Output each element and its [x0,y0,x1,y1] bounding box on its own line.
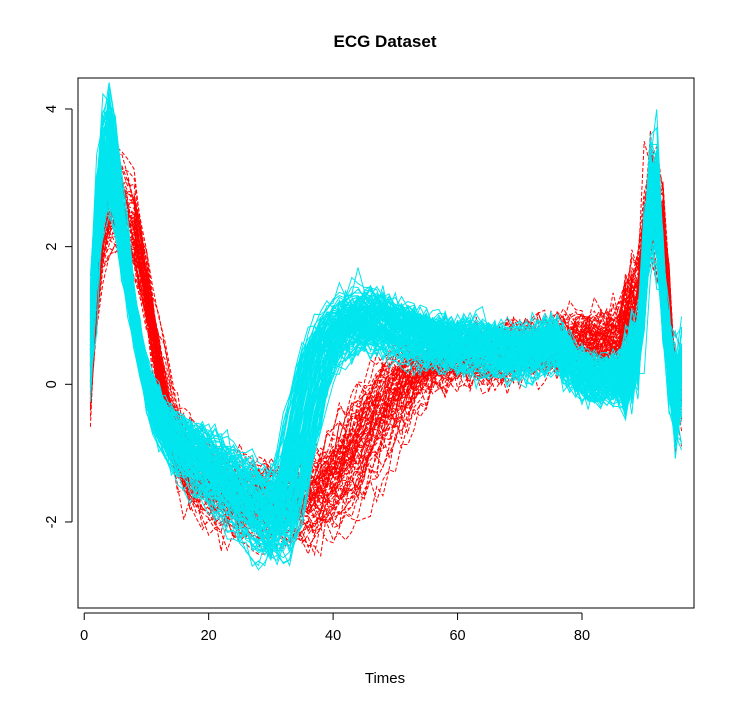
abnormal-series-line [89,203,683,528]
normal-series-line [89,166,683,502]
normal-series-line [89,171,683,505]
abnormal-series-line [89,149,683,552]
normal-series-line [89,138,683,514]
abnormal-series-line [89,217,683,480]
y-tick-label: 2 [44,243,60,251]
normal-series-line [89,167,683,539]
normal-series-line [89,99,683,550]
x-tick-label: 20 [201,628,217,644]
x-axis-label: Times [365,670,405,687]
y-tick-label: 4 [44,105,60,113]
normal-series-line [89,178,683,491]
plot-frame [77,77,695,609]
abnormal-series-line [89,186,683,549]
normal-series-line [89,92,683,549]
x-tick-label: 80 [574,628,590,644]
normal-series-line [89,215,683,519]
x-tick-label: 40 [325,628,341,644]
chart-title: ECG Dataset [334,32,437,51]
abnormal-series-line [89,137,683,513]
y-axis: -2 0 2 4 [44,105,73,529]
abnormal-series-line [89,141,683,532]
x-axis: 0 20 40 60 80 [80,612,590,644]
abnormal-series-line [89,190,683,488]
abnormal-series-line [89,194,683,491]
normal-series-line [89,146,683,515]
y-tick-label: -2 [44,516,60,529]
abnormal-series-line [89,156,683,511]
x-tick-label: 60 [449,628,465,644]
abnormal-series-line [89,159,683,503]
abnormal-series-line [89,187,683,528]
normal-series-line [89,114,683,527]
y-tick-label: 0 [44,380,60,388]
x-tick-label: 0 [80,628,88,644]
series-layer [89,82,683,571]
